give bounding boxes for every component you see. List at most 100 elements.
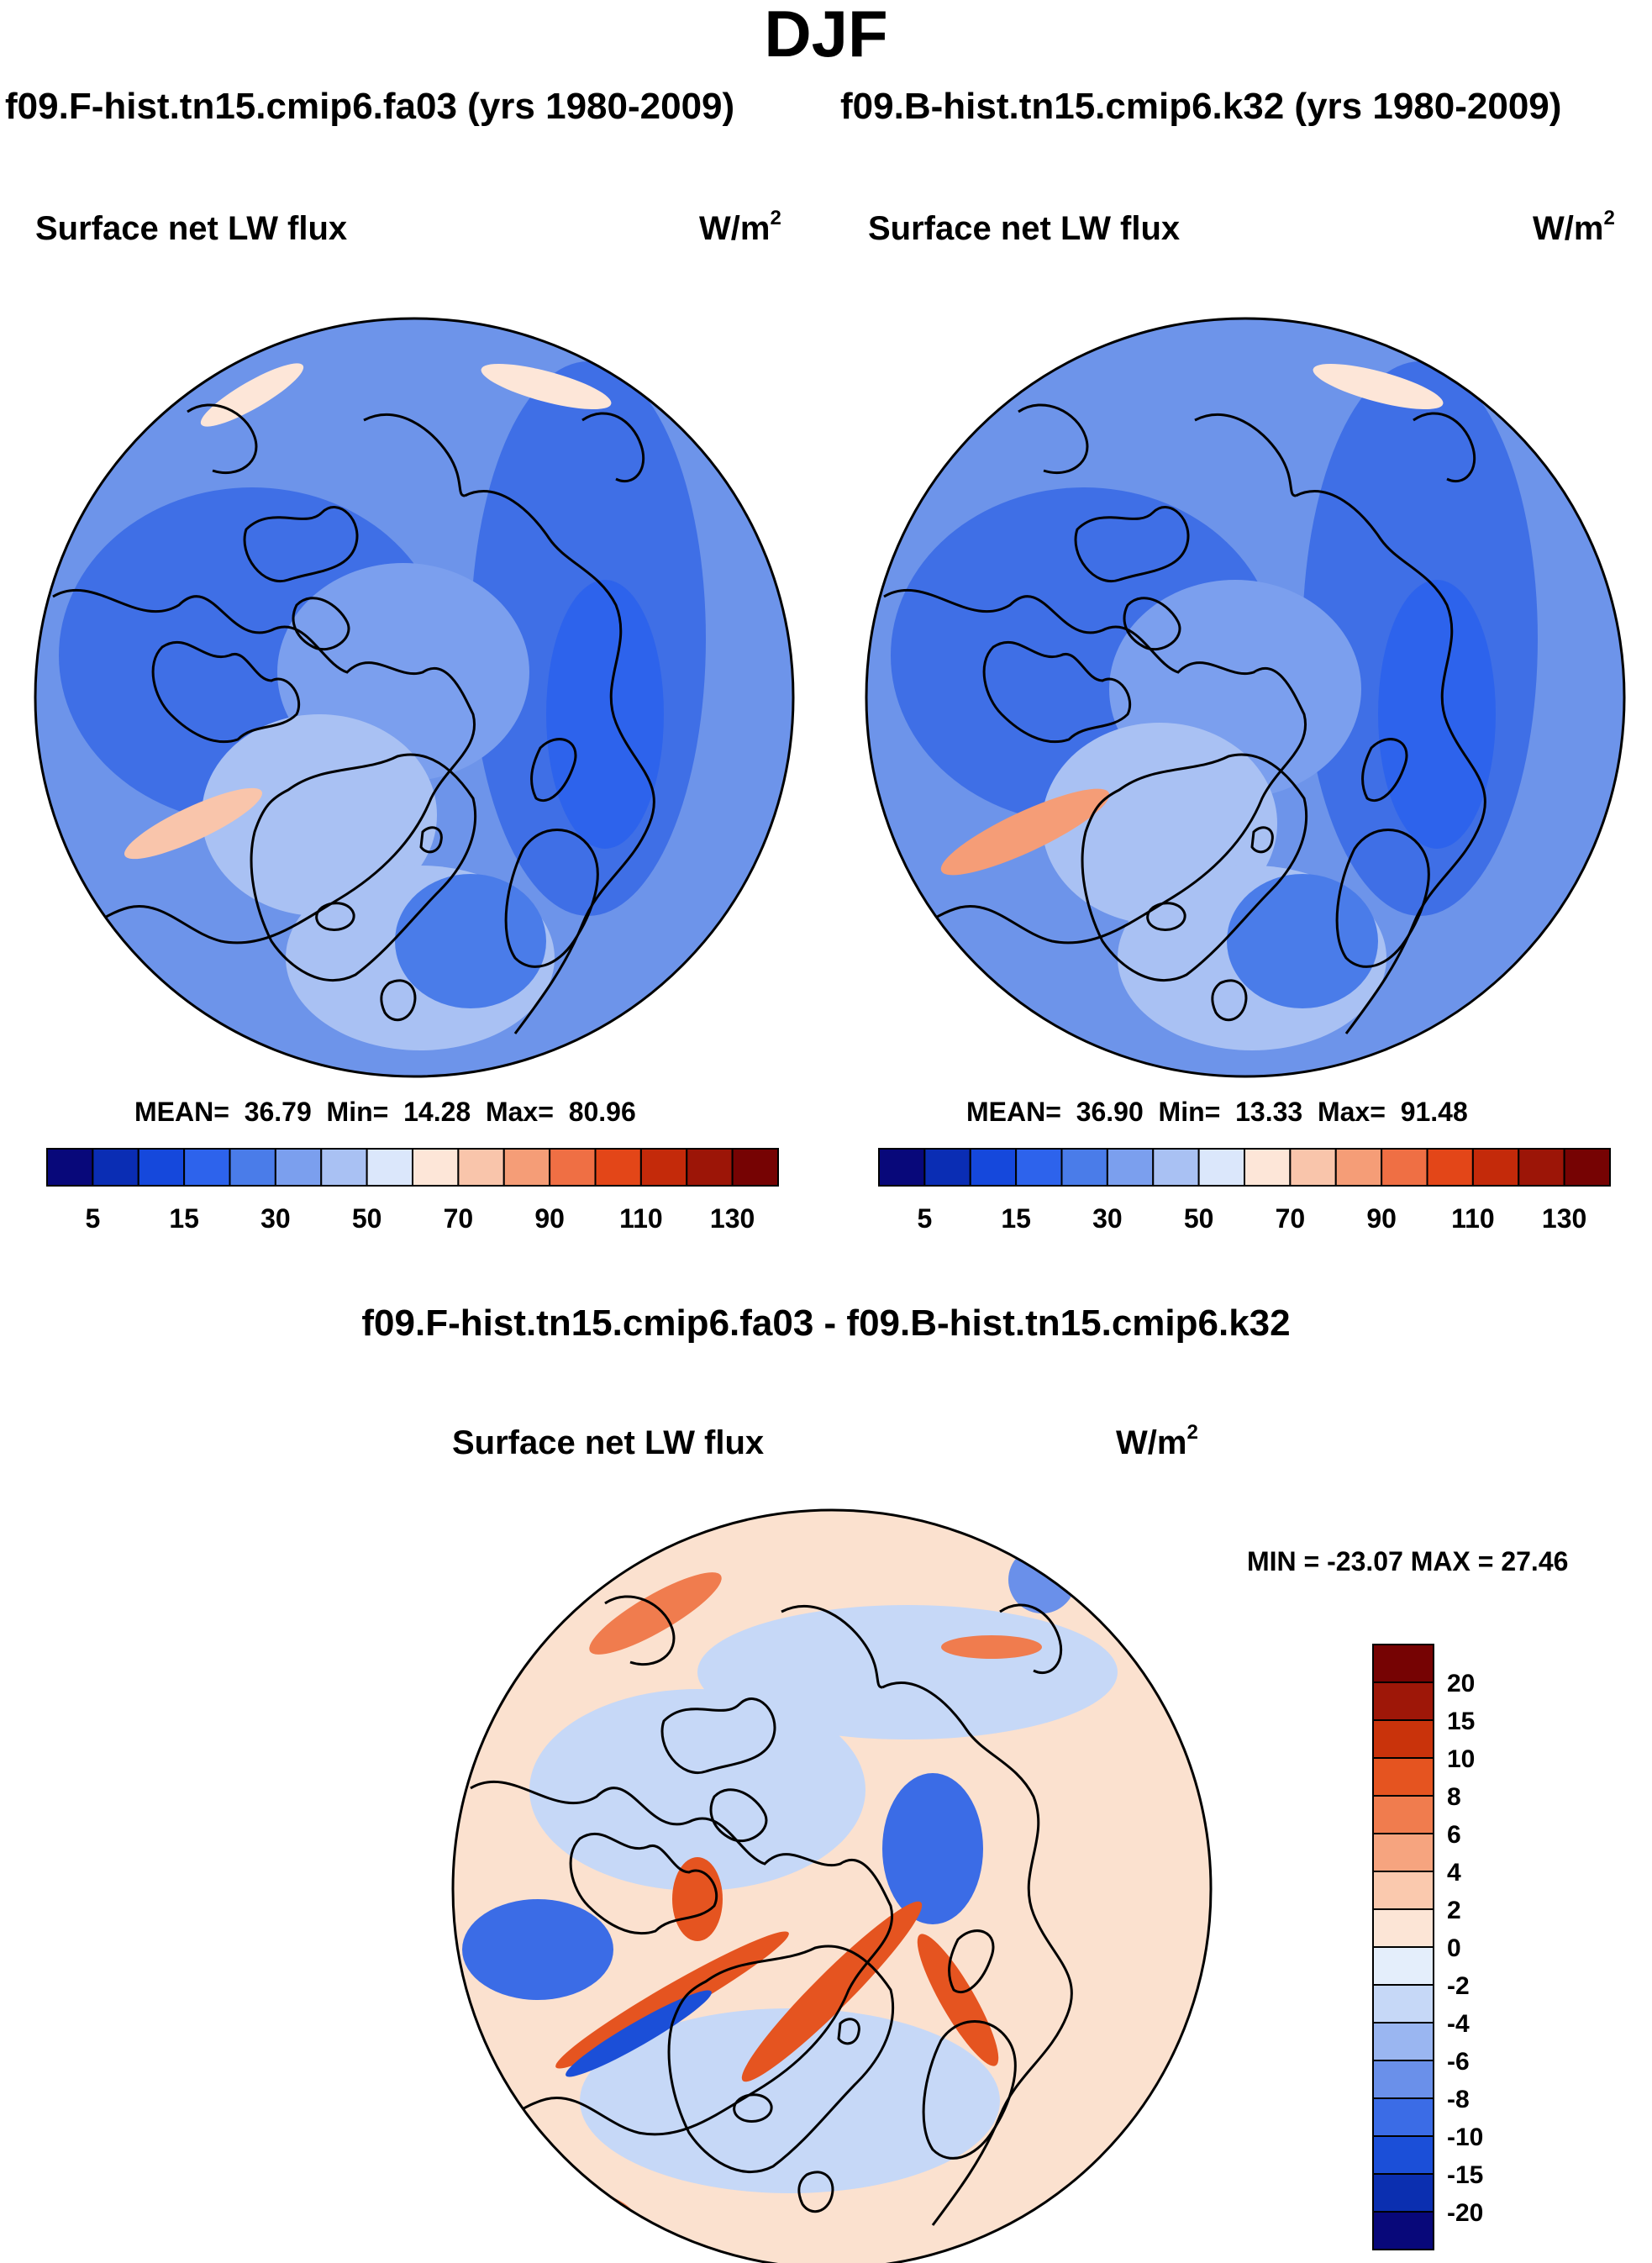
left-region-warm-band (124, 787, 263, 860)
right-colorbar-tick-label: 70 (1276, 1203, 1306, 1234)
diff-colorbar-tick-label: 4 (1447, 1859, 1461, 1887)
diff-colorbar-swatch (1372, 1833, 1434, 1872)
diff-colorbar-tick-label: -2 (1447, 1972, 1470, 2000)
left-colorbar-tick-label: 110 (619, 1203, 663, 1234)
left-colorbar-swatch (183, 1148, 231, 1187)
diff-region-warm-greenland (555, 1931, 789, 2069)
diff-region-warm-barents (741, 1901, 923, 2082)
left-colorbar-tick-label: 90 (534, 1203, 565, 1234)
left-region-scandinavia (395, 874, 546, 1008)
right-region-scandinavia (1227, 874, 1378, 1008)
left-panel-units: W/m2 (699, 207, 781, 247)
diff-colorbar-swatch (1372, 2022, 1434, 2061)
left-colorbar-swatch (502, 1148, 551, 1187)
left-region-greenland (202, 714, 437, 916)
left-colorbar: 5 15 30 50 70 90 110 130 (46, 1148, 779, 1234)
diff-colorbar-swatch (1372, 2135, 1434, 2175)
right-colorbar-swatch (923, 1148, 971, 1187)
diff-region-cold-baffin (566, 1990, 712, 2077)
diff-colorbar-tick-label: -20 (1447, 2199, 1483, 2227)
diff-colorbar-swatch (1372, 1795, 1434, 1834)
diff-panel-title: Surface net LW flux (452, 1424, 765, 1461)
right-colorbar-swatch (1471, 1148, 1520, 1187)
left-region-warm-alaska (200, 363, 304, 427)
left-colorbar-swatch (92, 1148, 139, 1187)
left-region-siberia-core (546, 580, 664, 849)
left-colorbar-swatch (594, 1148, 642, 1187)
right-colorbar-tick-label: 50 (1184, 1203, 1214, 1234)
right-colorbar-swatch (1060, 1148, 1108, 1187)
left-colorbar-swatch (412, 1148, 460, 1187)
diff-colorbar-swatch (1372, 1946, 1434, 1986)
diff-colorbar-tick-label: -8 (1447, 2086, 1470, 2113)
right-panel-title: Surface net LW flux (868, 210, 1181, 247)
right-colorbar-swatch (1015, 1148, 1063, 1187)
diff-colorbar-tick-label: 2 (1447, 1897, 1461, 1924)
diff-region-atlantic (580, 2008, 1000, 2193)
diff-colorbar-tick-label: 20 (1447, 1670, 1475, 1697)
diff-colorbar-swatch (1372, 2097, 1434, 2137)
diff-colorbar-tick-label: 8 (1447, 1783, 1461, 1811)
left-panel-title: Surface net LW flux (35, 210, 348, 247)
right-colorbar-tick-label: 90 (1366, 1203, 1397, 1234)
right-colorbar-swatch (1244, 1148, 1292, 1187)
left-colorbar-swatch (320, 1148, 368, 1187)
diff-colorbar-tick-label: 15 (1447, 1708, 1475, 1735)
left-experiment-title: f09.F-hist.tn15.cmip6.fa03 (yrs 1980-200… (5, 86, 735, 127)
left-colorbar-swatch (274, 1148, 323, 1187)
left-colorbar-tick-label: 30 (260, 1203, 291, 1234)
diff-colorbar-swatch (1372, 1871, 1434, 1910)
left-colorbar-tick-label: 5 (85, 1203, 100, 1234)
diff-colorbar-swatch (1372, 2211, 1434, 2250)
right-colorbar-tick-label: 130 (1542, 1203, 1586, 1234)
right-stats: MEAN= 36.90 Min= 13.33 Max= 91.48 (966, 1097, 1468, 1127)
right-colorbar-swatch (969, 1148, 1018, 1187)
diff-map (453, 1510, 1211, 2263)
right-colorbar-swatch (1152, 1148, 1200, 1187)
left-stats: MEAN= 36.79 Min= 14.28 Max= 80.96 (134, 1097, 636, 1127)
diff-colorbar-tick-label: 6 (1447, 1821, 1461, 1849)
right-colorbar-swatch (1106, 1148, 1155, 1187)
right-colorbar-swatch (1426, 1148, 1474, 1187)
left-map-border (34, 317, 795, 1078)
right-colorbar-tick-label: 5 (917, 1203, 932, 1234)
left-colorbar-swatch (229, 1148, 276, 1187)
left-colorbar-swatch (731, 1148, 779, 1187)
left-colorbar-swatch (46, 1148, 94, 1187)
right-colorbar-swatch (1334, 1148, 1383, 1187)
right-colorbar-swatch (1563, 1148, 1611, 1187)
diff-region-warm-kamchatka (941, 1635, 1042, 1659)
right-region-warm-band (940, 788, 1110, 876)
diff-colorbar-tick-label: 0 (1447, 1934, 1461, 1962)
diff-region-hudson (462, 1899, 613, 2000)
right-colorbar-tick-label: 110 (1451, 1203, 1495, 1234)
left-region-warm-pacific (481, 363, 612, 410)
diff-map-border (451, 1508, 1213, 2263)
diff-region-warm-alaska (589, 1572, 722, 1655)
diff-colorbar-swatch (1372, 2060, 1434, 2099)
diff-region-cold-beringia (1008, 1546, 1076, 1613)
diff-colorbar-tick-label: -15 (1447, 2161, 1483, 2189)
left-colorbar-swatch (549, 1148, 597, 1187)
diff-colorbar-swatch (1372, 1681, 1434, 1721)
right-colorbar-tick-label: 15 (1001, 1203, 1031, 1234)
right-colorbar: 5 15 30 50 70 90 110 130 (878, 1148, 1611, 1234)
left-colorbar-swatch (457, 1148, 505, 1187)
left-colorbar-tick-label: 70 (444, 1203, 474, 1234)
right-colorbar-swatch (1518, 1148, 1565, 1187)
diff-colorbar-tick-label: -4 (1447, 2010, 1470, 2038)
diff-colorbar-swatch (1372, 1719, 1434, 1759)
diff-colorbar-swatch (1372, 1644, 1434, 1683)
diff-colorbar-swatch (1372, 1984, 1434, 2024)
left-colorbar-tick-label: 15 (169, 1203, 199, 1234)
left-colorbar-tick-label: 130 (710, 1203, 755, 1234)
left-colorbar-tick-label: 50 (352, 1203, 382, 1234)
right-map (866, 318, 1624, 1076)
diff-colorbar-tick-label: -6 (1447, 2048, 1470, 2076)
diff-region-siberia-cold (882, 1773, 983, 1924)
right-colorbar-swatch (878, 1148, 926, 1187)
diff-colorbar-swatch (1372, 2173, 1434, 2213)
right-colorbar-swatch (1197, 1148, 1245, 1187)
